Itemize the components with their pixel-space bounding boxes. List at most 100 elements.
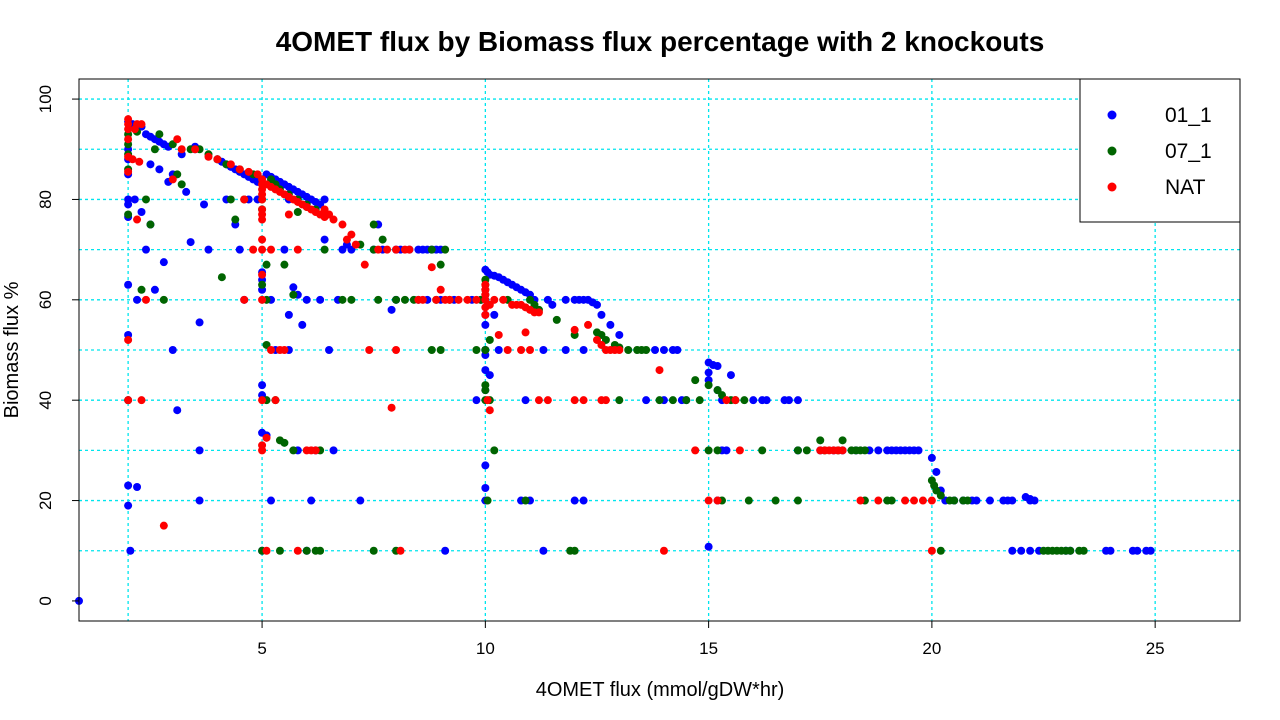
data-point [713,446,722,455]
data-point [901,496,910,505]
x-tick-label: 15 [699,639,718,658]
data-point [347,230,356,239]
data-point [615,396,624,405]
data-point [642,346,651,354]
data-point [141,245,150,254]
data-point [704,381,713,390]
data-point [383,245,392,254]
plot-frame [78,78,1241,622]
data-point [374,295,383,304]
data-point [231,215,240,224]
legend-box [1079,78,1241,223]
data-point [704,496,713,505]
data-point [682,396,691,405]
data-point [387,305,396,314]
data-point [936,491,945,500]
data-point [267,245,276,254]
data-point [124,210,133,219]
y-tick-label: 20 [36,491,55,510]
data-point [726,371,735,380]
data-point [1026,496,1035,505]
data-point [927,496,936,505]
data-point [972,496,981,505]
data-point [441,546,450,555]
data-point [570,396,579,405]
data-point [704,446,713,455]
data-point [744,496,753,505]
data-point [289,283,298,292]
data-point [262,260,271,269]
data-point [338,220,347,229]
data-point [280,438,289,447]
data-point [289,290,298,299]
data-point [316,546,325,555]
data-point [204,152,213,161]
data-point [735,446,744,455]
data-point [387,403,396,412]
data-point [1017,546,1026,555]
data-point [1066,546,1075,555]
data-point [856,496,865,505]
data-point [177,145,186,154]
data-point [235,165,244,174]
data-point [150,145,159,154]
data-point [124,280,133,289]
data-point [320,245,329,254]
data-point [534,396,543,405]
data-point [137,207,146,216]
data-point [293,207,302,216]
data-point [249,245,258,254]
data-point [271,396,280,405]
series-01-1 [75,117,1155,605]
data-point [258,446,267,455]
data-point [369,546,378,555]
data-point [655,366,664,375]
legend-item-nat: NAT [1107,176,1206,199]
data-point [217,273,226,282]
data-point [490,310,499,319]
data-point [146,220,155,229]
data-point [258,270,267,279]
data-point [262,546,271,555]
data-point [481,320,490,329]
data-point [284,210,293,219]
data-point [258,215,267,224]
data-point [561,295,570,304]
legend-marker-07-1 [1107,146,1117,156]
data-point [1106,546,1115,555]
data-point [240,295,249,304]
data-point [159,521,168,530]
data-point [485,406,494,415]
data-point [668,396,677,405]
data-point [802,446,811,455]
data-point [1008,496,1017,505]
data-point [483,496,492,505]
data-point [722,396,731,405]
data-point [262,433,271,442]
data-point [325,210,334,219]
data-point [517,346,526,354]
data-point [182,187,191,196]
data-point [427,245,436,254]
data-point [124,396,133,405]
data-point [128,155,137,164]
data-point [124,125,133,134]
data-point [155,130,164,139]
x-axis-label: 4OMET flux (mmol/gDW*hr) [536,679,785,701]
data-point [275,546,284,555]
data-point [597,310,606,319]
y-tick-label: 60 [36,290,55,309]
data-point [784,396,793,405]
data-point [298,320,307,329]
data-point [137,396,146,405]
x-tick-label: 20 [922,639,941,658]
legend-marker-nat [1107,182,1117,192]
data-point [481,386,490,395]
data-point [267,496,276,505]
data-point [838,436,847,445]
data-point [124,200,133,209]
y-tick-label: 80 [36,190,55,209]
data-point [302,295,311,304]
data-point [195,446,204,455]
grid-lines [79,79,1240,621]
